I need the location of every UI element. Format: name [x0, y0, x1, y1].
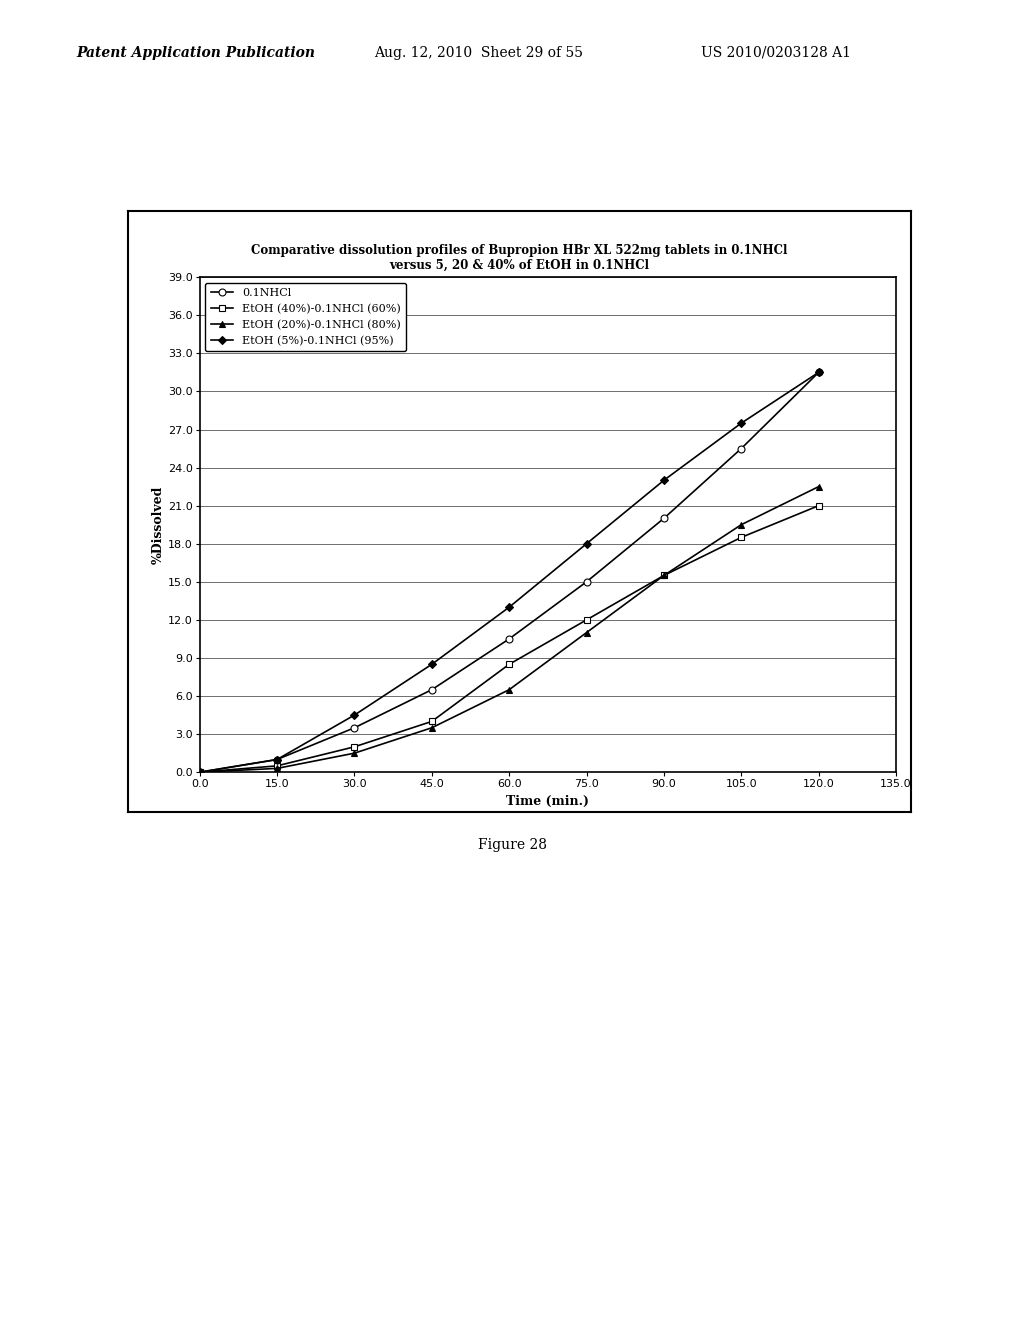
EtOH (40%)-0.1NHCl (60%) — [657, 568, 670, 583]
EtOH (20%)-0.1NHCl (80%) — [348, 746, 360, 762]
EtOH (5%)-0.1NHCl (95%) — [581, 536, 593, 552]
Y-axis label: %Dissolved: %Dissolved — [153, 486, 165, 564]
0.1NHCl — [581, 574, 593, 590]
EtOH (40%)-0.1NHCl (60%) — [503, 656, 515, 672]
Line: 0.1NHCl: 0.1NHCl — [197, 368, 822, 776]
EtOH (40%)-0.1NHCl (60%) — [426, 714, 438, 730]
EtOH (20%)-0.1NHCl (80%) — [503, 681, 515, 697]
EtOH (5%)-0.1NHCl (95%) — [348, 708, 360, 723]
EtOH (20%)-0.1NHCl (80%) — [194, 764, 206, 780]
Text: Figure 28: Figure 28 — [477, 838, 547, 853]
0.1NHCl — [812, 364, 824, 380]
0.1NHCl — [657, 511, 670, 527]
0.1NHCl — [426, 681, 438, 697]
X-axis label: Time (min.): Time (min.) — [506, 795, 590, 808]
EtOH (40%)-0.1NHCl (60%) — [348, 739, 360, 755]
Line: EtOH (20%)-0.1NHCl (80%): EtOH (20%)-0.1NHCl (80%) — [197, 483, 822, 776]
EtOH (20%)-0.1NHCl (80%) — [657, 568, 670, 583]
EtOH (5%)-0.1NHCl (95%) — [657, 473, 670, 488]
EtOH (5%)-0.1NHCl (95%) — [503, 599, 515, 615]
EtOH (5%)-0.1NHCl (95%) — [194, 764, 206, 780]
0.1NHCl — [194, 764, 206, 780]
0.1NHCl — [503, 631, 515, 647]
EtOH (40%)-0.1NHCl (60%) — [735, 529, 748, 545]
EtOH (5%)-0.1NHCl (95%) — [812, 364, 824, 380]
EtOH (20%)-0.1NHCl (80%) — [581, 624, 593, 640]
Text: Comparative dissolution profiles of Bupropion HBr XL 522mg tablets in 0.1NHCl
ve: Comparative dissolution profiles of Bupr… — [252, 244, 787, 272]
Text: US 2010/0203128 A1: US 2010/0203128 A1 — [701, 46, 851, 59]
EtOH (5%)-0.1NHCl (95%) — [271, 751, 284, 767]
EtOH (20%)-0.1NHCl (80%) — [735, 517, 748, 533]
EtOH (20%)-0.1NHCl (80%) — [812, 479, 824, 495]
EtOH (5%)-0.1NHCl (95%) — [426, 656, 438, 672]
0.1NHCl — [735, 441, 748, 457]
EtOH (40%)-0.1NHCl (60%) — [271, 758, 284, 774]
Line: EtOH (40%)-0.1NHCl (60%): EtOH (40%)-0.1NHCl (60%) — [197, 502, 822, 776]
0.1NHCl — [271, 751, 284, 767]
EtOH (40%)-0.1NHCl (60%) — [581, 612, 593, 628]
EtOH (40%)-0.1NHCl (60%) — [194, 764, 206, 780]
Text: Patent Application Publication: Patent Application Publication — [77, 46, 315, 59]
EtOH (5%)-0.1NHCl (95%) — [735, 416, 748, 432]
Line: EtOH (5%)-0.1NHCl (95%): EtOH (5%)-0.1NHCl (95%) — [197, 370, 821, 775]
EtOH (20%)-0.1NHCl (80%) — [426, 719, 438, 735]
Legend: 0.1NHCl, EtOH (40%)-0.1NHCl (60%), EtOH (20%)-0.1NHCl (80%), EtOH (5%)-0.1NHCl (: 0.1NHCl, EtOH (40%)-0.1NHCl (60%), EtOH … — [205, 282, 407, 351]
0.1NHCl — [348, 719, 360, 735]
Text: Aug. 12, 2010  Sheet 29 of 55: Aug. 12, 2010 Sheet 29 of 55 — [374, 46, 583, 59]
EtOH (40%)-0.1NHCl (60%) — [812, 498, 824, 513]
EtOH (20%)-0.1NHCl (80%) — [271, 760, 284, 776]
